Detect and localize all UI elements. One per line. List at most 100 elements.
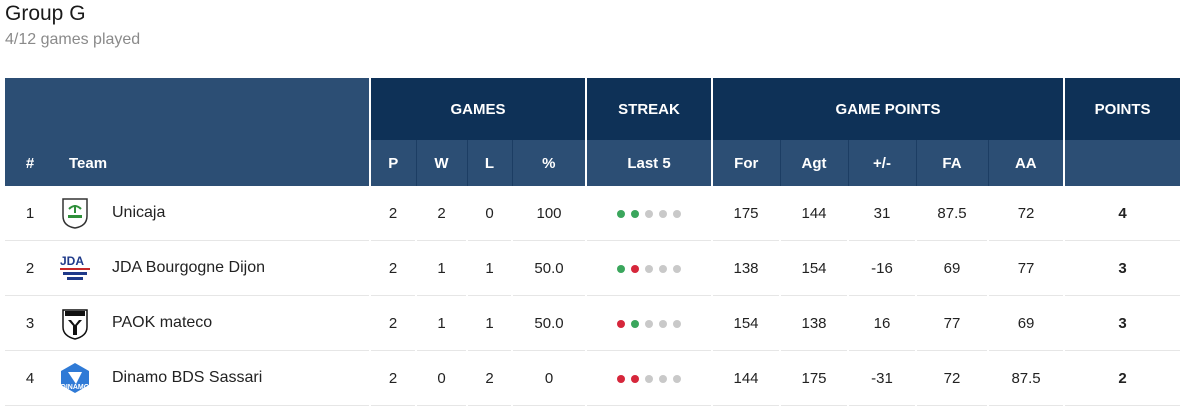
header-game-points: GAME POINTS (711, 78, 1065, 140)
streak-pending-dot (673, 374, 682, 383)
rank-cell: 4 (5, 350, 55, 406)
header-streak: STREAK (585, 78, 713, 140)
last5-cell (585, 350, 713, 406)
dinamo-logo[interactable]: DINAMO (58, 361, 92, 395)
col-losses[interactable]: L (466, 140, 512, 186)
paok-logo[interactable] (58, 306, 92, 340)
streak-win-dot (631, 209, 640, 218)
team-cell[interactable]: JDA JDA Bourgogne Dijon (55, 240, 370, 296)
team-name-link[interactable]: Dinamo BDS Sassari (112, 369, 263, 386)
fa-cell: 69 (915, 240, 989, 296)
team-cell[interactable]: PAOK mateco (55, 295, 370, 351)
table-row[interactable]: 2 JDA JDA Bourgogne Dijon 2 1 1 50.0 138 154 -16 6… (5, 240, 1181, 296)
losses-cell: 1 (466, 240, 512, 296)
played-cell: 2 (369, 295, 416, 351)
streak-loss-dot (631, 264, 640, 273)
header-games: GAMES (368, 78, 587, 140)
aa-cell: 69 (987, 295, 1065, 351)
group-title: Group G (5, 2, 86, 25)
played-cell: 2 (369, 350, 416, 406)
fa-cell: 77 (915, 295, 989, 351)
for-cell: 138 (711, 240, 781, 296)
against-cell: 175 (779, 350, 849, 406)
against-cell: 144 (779, 186, 849, 241)
col-rank[interactable]: # (5, 140, 55, 186)
last5-cell (585, 240, 713, 296)
streak-pending-dot (645, 209, 654, 218)
played-cell: 2 (369, 240, 416, 296)
team-cell[interactable]: DINAMO Dinamo BDS Sassari (55, 350, 370, 406)
last5-cell (585, 295, 713, 351)
diff-cell: 31 (847, 186, 917, 241)
points-cell: 3 (1063, 295, 1181, 351)
svg-text:JDA: JDA (60, 254, 84, 268)
aa-cell: 77 (987, 240, 1065, 296)
for-cell: 175 (711, 186, 781, 241)
header-group-row: GAMES STREAK GAME POINTS POINTS (5, 78, 1181, 140)
fa-cell: 87.5 (915, 186, 989, 241)
diff-cell: 16 (847, 295, 917, 351)
table-row[interactable]: 1 Unicaja 2 2 0 100 175 144 31 87.5 72 4 (5, 186, 1181, 241)
aa-cell: 87.5 (987, 350, 1065, 406)
wins-cell: 2 (415, 186, 467, 241)
jda-logo[interactable]: JDA (58, 251, 92, 285)
for-cell: 154 (711, 295, 781, 351)
unicaja-logo[interactable] (58, 196, 92, 230)
streak-pending-dot (659, 209, 668, 218)
col-for[interactable]: For (711, 140, 781, 186)
streak-pending-dot (659, 319, 668, 328)
streak-loss-dot (631, 374, 640, 383)
rank-cell: 1 (5, 186, 55, 241)
header-points: POINTS (1063, 78, 1181, 140)
col-diff[interactable]: +/- (847, 140, 917, 186)
col-win-pct[interactable]: % (511, 140, 587, 186)
streak-pending-dot (673, 209, 682, 218)
win-pct-cell: 50.0 (510, 240, 587, 296)
col-points[interactable] (1063, 140, 1181, 186)
streak-pending-dot (659, 264, 668, 273)
table-row[interactable]: 3 PAOK mateco 2 1 1 50.0 154 138 16 77 69 3 (5, 295, 1181, 351)
streak-pending-dot (659, 374, 668, 383)
streak-loss-dot (617, 374, 626, 383)
team-name-link[interactable]: JDA Bourgogne Dijon (112, 259, 265, 276)
header-column-row: # Team P W L % Last 5 For Agt +/- FA AA (5, 140, 1181, 186)
win-pct-cell: 50.0 (510, 295, 587, 351)
streak-loss-dot (617, 319, 626, 328)
table-row[interactable]: 4 DINAMO Dinamo BDS Sassari 2 0 2 0 144 175 -31 72… (5, 350, 1181, 406)
played-cell: 2 (369, 186, 416, 241)
streak-win-dot (631, 319, 640, 328)
col-against[interactable]: Agt (779, 140, 849, 186)
rank-cell: 2 (5, 240, 55, 296)
wins-cell: 0 (415, 350, 467, 406)
fa-cell: 72 (915, 350, 989, 406)
for-cell: 144 (711, 350, 781, 406)
header-blank (5, 78, 370, 140)
last5-cell (585, 186, 713, 241)
col-aa[interactable]: AA (987, 140, 1065, 186)
team-name-link[interactable]: PAOK mateco (112, 314, 213, 331)
team-name-link[interactable]: Unicaja (112, 204, 166, 221)
rank-cell: 3 (5, 295, 55, 351)
wins-cell: 1 (415, 240, 467, 296)
streak-pending-dot (645, 374, 654, 383)
streak-pending-dot (673, 319, 682, 328)
diff-cell: -16 (847, 240, 917, 296)
col-team[interactable]: Team (55, 140, 370, 186)
win-pct-cell: 0 (510, 350, 587, 406)
wins-cell: 1 (415, 295, 467, 351)
col-wins[interactable]: W (415, 140, 467, 186)
col-fa[interactable]: FA (915, 140, 989, 186)
col-played[interactable]: P (369, 140, 416, 186)
streak-win-dot (617, 209, 626, 218)
svg-text:DINAMO: DINAMO (61, 384, 90, 391)
streak-win-dot (617, 264, 626, 273)
points-cell: 3 (1063, 240, 1181, 296)
team-cell[interactable]: Unicaja (55, 186, 370, 241)
losses-cell: 2 (466, 350, 512, 406)
aa-cell: 72 (987, 186, 1065, 241)
against-cell: 154 (779, 240, 849, 296)
against-cell: 138 (779, 295, 849, 351)
standings-table: GAMES STREAK GAME POINTS POINTS # Team P… (5, 78, 1181, 406)
streak-pending-dot (673, 264, 682, 273)
col-last5[interactable]: Last 5 (585, 140, 713, 186)
